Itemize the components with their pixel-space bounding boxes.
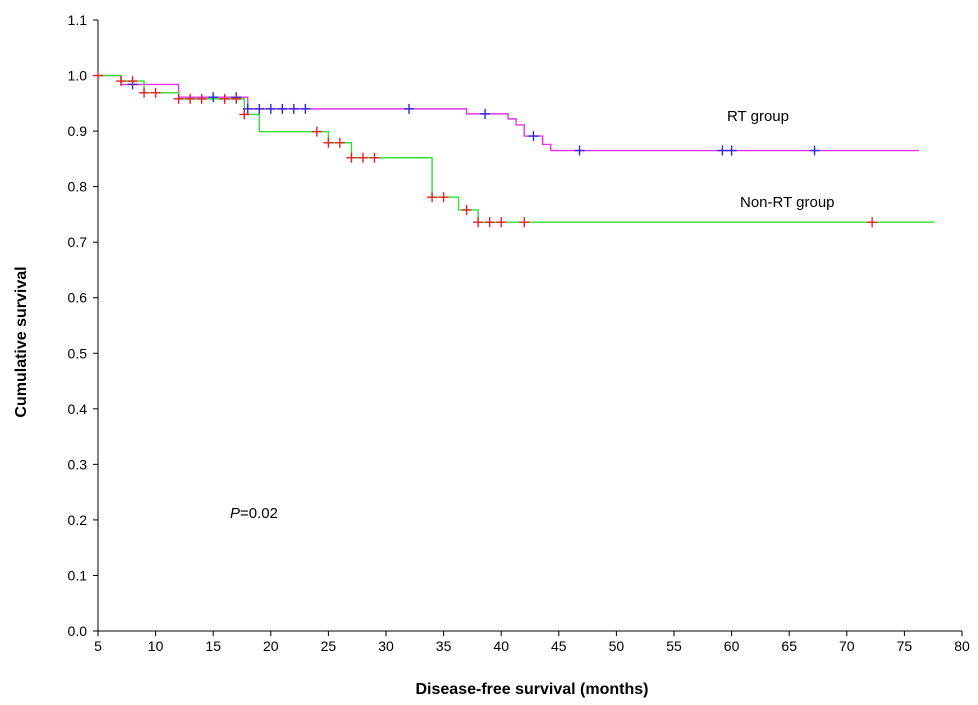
non-rt-group-censor-mark (231, 93, 242, 104)
rt-group-censor-mark (574, 145, 585, 156)
x-ticks: 5 10 15 20 25 30 35 40 45 50 55 60 65 70 75 80 (94, 631, 970, 654)
non-rt-group-censor-mark (334, 137, 345, 148)
non-rt-group-censor-mark (185, 93, 196, 104)
x-tick-label: 40 (493, 638, 509, 654)
non-rt-group-censor-mark (127, 76, 138, 87)
non-rt-group-censor-mark (438, 192, 449, 203)
p-value-value: =0.02 (240, 505, 278, 522)
x-tick-label: 5 (94, 638, 102, 654)
y-tick-label: 0.2 (68, 512, 88, 528)
x-tick-label: 55 (666, 638, 682, 654)
non-rt-group-censor-mark (427, 192, 438, 203)
non-rt-group-censor-mark (369, 152, 380, 163)
non-rt-group-censor-mark (461, 204, 472, 215)
non-rt-group-censor-mark (496, 217, 507, 228)
rt-group-censor-mark (288, 103, 299, 114)
x-tick-label: 65 (781, 638, 797, 654)
rt-group-censor-mark (480, 108, 491, 119)
rt-group-censor-mark (208, 92, 219, 103)
x-axis-title: Disease-free survival (months) (416, 681, 649, 698)
p-value-symbol: P (230, 505, 240, 522)
x-tick-label: 35 (436, 638, 452, 654)
non-rt-group-censor-mark (219, 93, 230, 104)
series-layer (93, 70, 935, 228)
non-rt-group-censor-mark (239, 109, 250, 120)
x-tick-label: 50 (609, 638, 625, 654)
non-rt-group-censor-mark (173, 93, 184, 104)
y-tick-label: 0.7 (68, 234, 88, 250)
y-ticks: 0.0 0.1 0.2 0.3 0.4 0.5 0.6 0.7 0.8 0.9 1.0 1.1 (68, 12, 98, 639)
x-tick-label: 60 (724, 638, 740, 654)
x-tick-label: 10 (148, 638, 164, 654)
non-rt-group-censor-mark (473, 217, 484, 228)
y-tick-label: 0.0 (68, 623, 88, 639)
non-rt-group-censor-mark (93, 70, 103, 81)
y-tick-label: 0.9 (68, 123, 88, 139)
non-rt-group-censor-mark (116, 76, 127, 87)
rt-group-censor-mark (528, 131, 539, 142)
non-rt-group-censor-mark (150, 87, 161, 98)
non-rt-group-survival-line (98, 74, 935, 223)
non-rt-group-censor-mark (139, 87, 150, 98)
non-rt-group-censor-mark (867, 217, 878, 228)
y-tick-label: 0.3 (68, 456, 88, 472)
rt-group-censor-mark (717, 145, 728, 156)
axes (97, 20, 962, 632)
x-tick-label: 25 (321, 638, 337, 654)
rt-group-censor-mark (254, 103, 265, 114)
rt-group-label: RT group (727, 108, 789, 125)
x-tick-label: 15 (205, 638, 221, 654)
x-tick-label: 80 (954, 638, 970, 654)
rt-group-censor-mark (404, 103, 415, 114)
non-rt-group-censor-mark (357, 152, 368, 163)
y-tick-label: 0.1 (68, 567, 88, 583)
y-tick-label: 0.5 (68, 345, 88, 361)
rt-group-censor-mark (242, 103, 253, 114)
y-tick-label: 0.4 (68, 401, 88, 417)
rt-group-censor-mark (300, 103, 311, 114)
y-tick-label: 1.0 (68, 68, 88, 84)
rt-group-censor-mark (265, 103, 276, 114)
p-value-label: P=0.02 (230, 505, 278, 522)
non-rt-group-censor-mark (484, 217, 495, 228)
x-tick-label: 70 (839, 638, 855, 654)
y-tick-label: 1.1 (68, 12, 88, 28)
rt-group-censor-mark (277, 103, 288, 114)
non-rt-group-censor-mark (519, 217, 530, 228)
non-rt-group-censor-mark (346, 152, 357, 163)
y-tick-label: 0.6 (68, 290, 88, 306)
non-rt-group-censor-mark (311, 126, 322, 137)
non-rt-group-label: Non-RT group (740, 194, 835, 211)
rt-group-censor-mark (809, 145, 820, 156)
x-tick-label: 20 (263, 638, 279, 654)
y-tick-label: 0.8 (68, 179, 88, 195)
non-rt-group-censor-mark (196, 93, 207, 104)
rt-group-censor-mark (726, 145, 737, 156)
x-tick-label: 75 (897, 638, 913, 654)
rt-group-survival-line (98, 74, 920, 152)
x-tick-label: 30 (378, 638, 394, 654)
non-rt-group-censor-mark (323, 137, 334, 148)
y-axis-title: Cumulative survival (13, 266, 30, 417)
x-tick-label: 45 (551, 638, 567, 654)
